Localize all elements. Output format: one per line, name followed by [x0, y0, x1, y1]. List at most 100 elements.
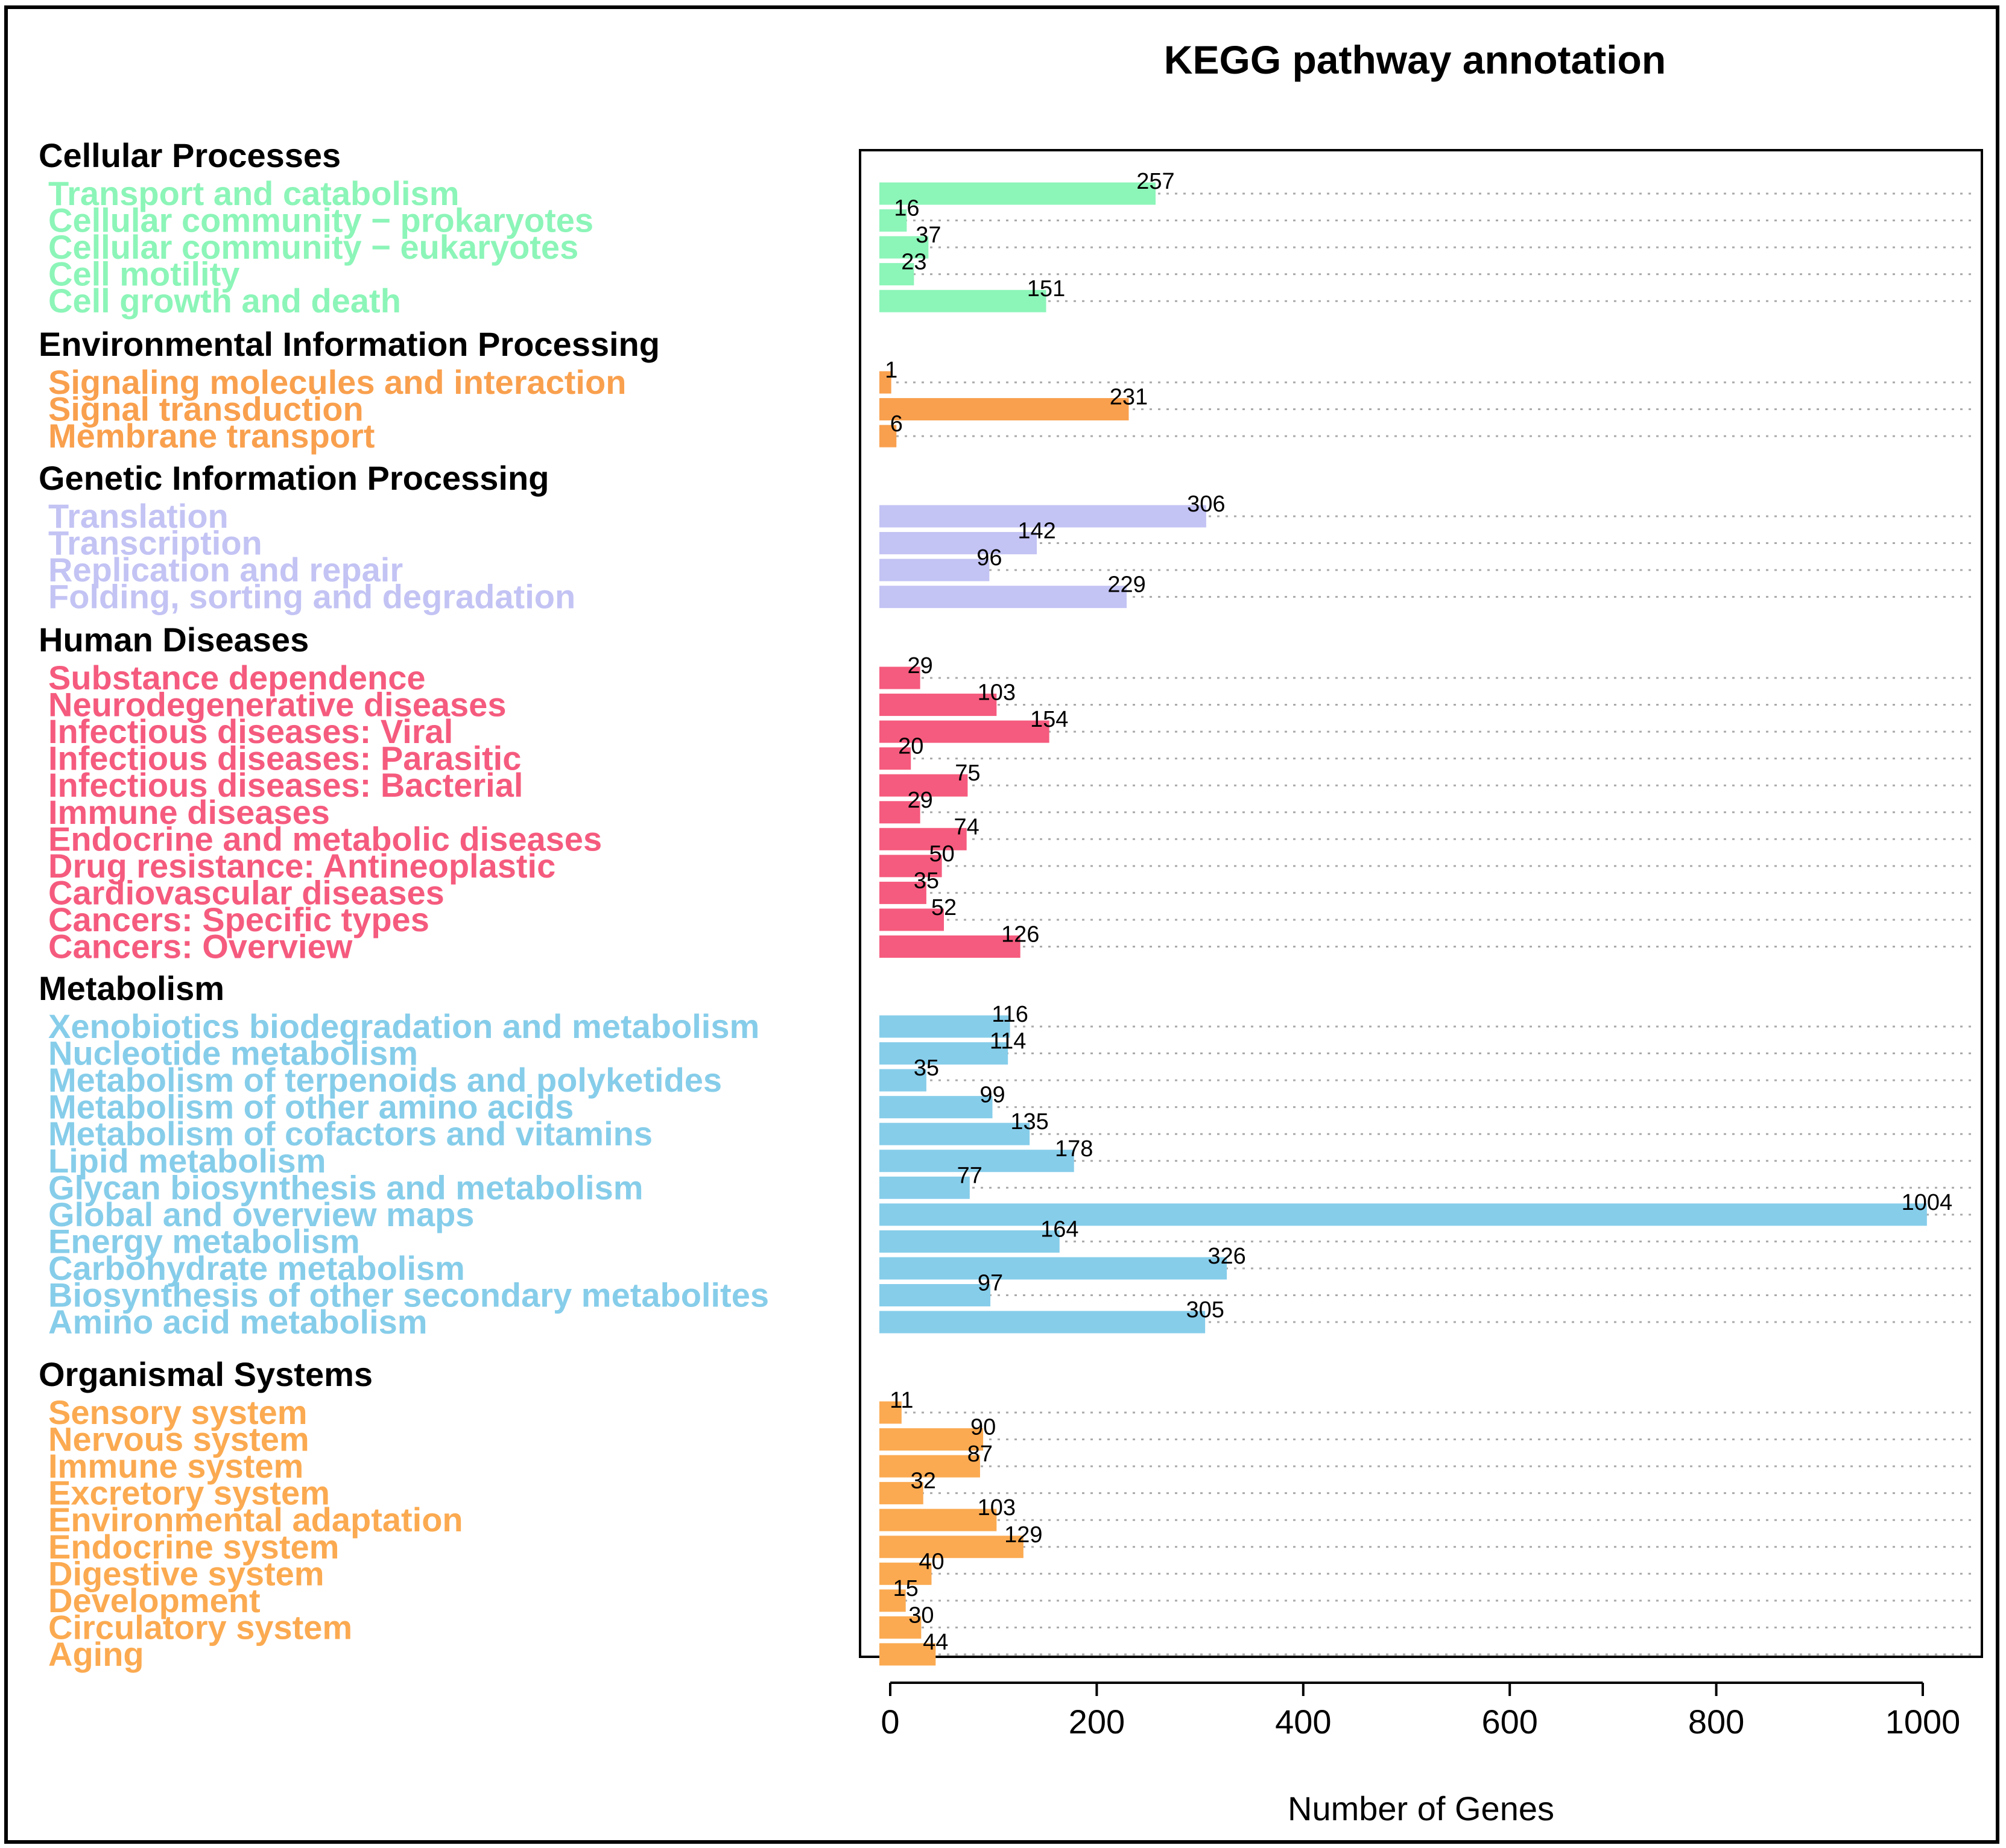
bar: [879, 774, 968, 797]
bar: [879, 532, 1037, 555]
value-label: 35: [914, 868, 939, 893]
category-label: Immune system: [48, 1447, 303, 1485]
x-tick-label: 1000: [1885, 1703, 1961, 1741]
category-label: Cancers: Overview: [48, 928, 353, 966]
value-label: 6: [890, 411, 903, 437]
value-label: 74: [954, 814, 979, 840]
bar: [879, 425, 897, 448]
group-label: Environmental Information Processing: [39, 325, 660, 363]
bar: [879, 1150, 1074, 1172]
value-label: 257: [1136, 169, 1174, 194]
value-label: 129: [1004, 1522, 1042, 1548]
value-label: 114: [990, 1029, 1027, 1054]
bar: [879, 1616, 922, 1639]
value-label: 96: [976, 545, 1002, 571]
category-label: Replication and repair: [48, 551, 403, 589]
x-tick-label: 400: [1275, 1703, 1331, 1741]
value-label: 75: [955, 761, 980, 786]
category-label: Biosynthesis of other secondary metaboli…: [48, 1276, 769, 1314]
value-label: 135: [1010, 1109, 1048, 1134]
category-label: Global and overview maps: [48, 1195, 474, 1233]
value-label: 29: [908, 653, 933, 679]
category-label: Amino acid metabolism: [48, 1303, 428, 1341]
category-label: Endocrine system: [48, 1528, 339, 1566]
bar: [879, 720, 1049, 743]
value-label: 116: [992, 1002, 1028, 1027]
category-label: Cardiovascular diseases: [48, 873, 445, 911]
category-label: Drug resistance: Antineoplastic: [48, 847, 555, 885]
category-label: Substance dependence: [48, 659, 426, 697]
bar: [879, 1176, 970, 1199]
value-label: 151: [1027, 276, 1065, 302]
group-label: Human Diseases: [39, 621, 309, 659]
bar: [879, 559, 990, 581]
category-label: Energy metabolism: [48, 1222, 360, 1260]
bar: [879, 1069, 926, 1092]
bar: [879, 1455, 980, 1478]
value-label: 326: [1207, 1244, 1245, 1269]
value-label: 35: [914, 1055, 939, 1081]
bar: [879, 236, 929, 259]
category-label: Folding, sorting and degradation: [48, 578, 575, 616]
value-label: 15: [893, 1576, 919, 1601]
category-label: Aging: [48, 1635, 144, 1673]
value-label: 32: [911, 1469, 936, 1494]
bar: [879, 1428, 984, 1451]
value-label: 37: [916, 223, 941, 248]
x-axis-label: Number of Genes: [1288, 1789, 1554, 1827]
category-label: Metabolism of cofactors and vitamins: [48, 1115, 653, 1153]
bar: [879, 1015, 1010, 1038]
bar: [879, 1482, 923, 1505]
bar: [879, 209, 907, 232]
value-label: 305: [1186, 1297, 1224, 1323]
category-label: Infectious diseases: Parasitic: [48, 739, 521, 777]
bar: [879, 908, 944, 931]
bar: [879, 1122, 1030, 1145]
x-tick-label: 200: [1069, 1703, 1125, 1741]
category-label: Cancers: Specific types: [48, 900, 429, 938]
value-label: 40: [919, 1549, 944, 1574]
category-label: Signaling molecules and interaction: [48, 363, 626, 401]
category-label: Metabolism of other amino acids: [48, 1088, 574, 1126]
category-label: Transport and catabolism: [48, 174, 460, 212]
category-label: Membrane transport: [48, 417, 375, 455]
bar: [879, 398, 1129, 421]
value-label: 20: [898, 734, 923, 759]
category-label: Development: [48, 1581, 261, 1619]
category-label: Nucleotide metabolism: [48, 1034, 418, 1072]
value-label: 154: [1030, 707, 1068, 732]
bar: [879, 182, 1156, 205]
bar: [879, 827, 967, 850]
value-label: 231: [1110, 385, 1148, 410]
category-label: Circulatory system: [48, 1608, 352, 1646]
bar: [879, 505, 1206, 528]
value-label: 1004: [1902, 1190, 1953, 1215]
value-label: 23: [901, 250, 926, 275]
category-label: Neurodegenerative diseases: [48, 686, 506, 724]
value-label: 126: [1001, 922, 1039, 948]
category-label: Infectious diseases: Viral: [48, 712, 453, 750]
bar: [879, 747, 911, 770]
category-label: Excretory system: [48, 1474, 330, 1512]
value-label: 178: [1055, 1136, 1093, 1162]
group-label: Cellular Processes: [39, 136, 341, 174]
category-label: Glycan biosynthesis and metabolism: [48, 1168, 644, 1206]
value-label: 164: [1040, 1217, 1078, 1242]
x-tick-label: 600: [1481, 1703, 1537, 1741]
bar: [879, 1589, 906, 1612]
bar: [879, 1508, 997, 1531]
category-label: Translation: [48, 497, 229, 535]
value-label: 87: [967, 1441, 993, 1467]
bar: [879, 1536, 1024, 1558]
category-label: Transcription: [48, 524, 262, 562]
chart-title: KEGG pathway annotation: [1164, 37, 1666, 82]
bar: [879, 1311, 1206, 1334]
bar: [879, 1284, 991, 1306]
value-label: 44: [923, 1630, 948, 1655]
bar: [879, 1203, 1927, 1226]
x-tick-label: 800: [1688, 1703, 1744, 1741]
value-label: 1: [885, 358, 897, 383]
x-axis: 0 200 400 600 800 1000: [881, 1682, 1961, 1741]
